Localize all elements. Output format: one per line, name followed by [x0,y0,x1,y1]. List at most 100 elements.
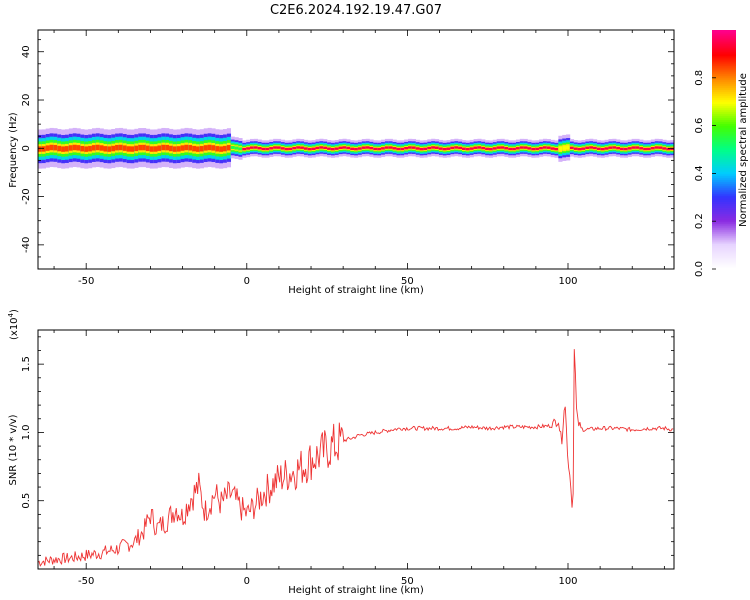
colorbar-swatch [712,57,736,61]
spectrogram-cell [562,146,567,150]
colorbar-swatch [712,223,736,226]
colorbar-tick-label: 0.4 [694,165,705,181]
spectrogram-cell [485,147,490,151]
spectrogram-cell [384,146,390,149]
spectrogram-cell [581,147,586,150]
spectrogram-cell [527,147,532,150]
spectrogram-cell [569,146,575,150]
colorbar-swatch [712,211,736,214]
colorbar-swatch [712,225,736,228]
colorbar-swatch [712,255,736,258]
colorbar-swatch [712,133,736,137]
spectrogram-cell [650,146,656,150]
spectrogram-cell [419,147,424,151]
spectrogram-cell [84,146,89,152]
spectrogram-cell [88,145,93,152]
spectrogram-cell [357,147,363,150]
colorbar-swatch [712,157,736,160]
colorbar-swatch [712,129,736,133]
colorbar-swatch [712,37,736,41]
spectrogram-cell [196,146,201,152]
spectrogram-cell [550,147,555,150]
colorbar-swatch [712,215,736,218]
spectrogram-cell [334,147,339,150]
spectrogram-image [38,127,674,169]
spectrogram-cell [207,144,212,151]
colorbar-swatch [712,31,736,35]
spectrogram-cell [138,144,143,151]
spectrogram-cell [176,146,181,152]
spectrogram-cell [365,146,370,149]
colorbar-swatch [712,253,736,256]
colorbar-swatch [712,115,736,119]
colorbar-swatch [712,67,736,71]
spectrogram-cell [192,145,197,152]
spectrogram-cell [238,147,243,151]
colorbar-swatch [712,77,736,81]
spectrogram-cell [142,144,147,151]
spectrogram-cell [647,147,652,151]
spectrogram-cell [226,145,232,151]
spectrogram-cell [404,146,409,150]
colorbar-swatch [712,147,736,150]
spectrogram-cell [639,147,644,150]
colorbar-swatch [712,233,736,236]
spectrogram-cell [573,147,578,150]
spectrogram-cell [122,145,127,151]
spectrogram-cell [435,146,440,149]
spectrogram-cell [134,145,139,152]
snr-line [38,349,674,567]
colorbar-swatch [712,151,736,154]
spectrogram-x-axis-label: Height of straight line (km) [288,285,424,296]
spectrogram-cell [381,147,386,150]
spectrogram-cell [180,145,185,151]
colorbar-swatch [712,105,736,109]
spectrogram-cell [354,147,359,151]
spectrogram-y-axis-label: Frequency (Hz) [8,112,19,188]
spectrogram-cell [246,147,251,150]
colorbar-tick-label: 0.6 [694,118,705,134]
spectrogram-cell [292,146,297,150]
spectrogram-cell [253,146,258,149]
spectrogram-cell [41,146,46,152]
colorbar-ticks: 0.0 0.2 0.4 0.6 0.8 [694,70,716,277]
spectrogram-cell [469,147,474,150]
spectrogram-x-ticks: -50 0 50 100 [53,30,665,287]
colorbar-swatch [712,139,736,143]
spectrogram-cell [388,146,393,149]
colorbar-swatch [712,125,736,129]
colorbar-swatch [712,195,736,198]
spectrogram-cell [300,146,305,149]
colorbar-swatch [712,207,736,210]
colorbar-swatch [712,69,736,73]
y-tick-label: -20 [21,188,32,204]
colorbar-swatch [712,45,736,49]
spectrogram-cell [361,146,366,149]
colorbar-label: Normalized spectral amplitude [738,73,749,227]
spectrogram-cell [458,146,463,150]
spectrogram-cell [392,147,397,150]
colorbar-swatch [712,49,736,53]
colorbar-swatch [712,43,736,47]
colorbar-swatch [712,91,736,95]
colorbar-swatch [712,71,736,75]
spectrogram-cell [558,147,563,151]
colorbar-swatch [712,145,736,149]
spectrogram-cell [566,145,571,150]
colorbar-swatch [712,161,736,164]
spectrogram-cell [508,147,513,151]
colorbar-swatch [712,259,736,262]
spectrogram-cell [273,146,278,149]
colorbar-swatch [712,187,736,190]
spectrogram-cell [265,147,270,151]
spectrogram-cell [431,146,436,149]
colorbar-gradient [712,30,736,270]
colorbar-swatch [712,163,736,166]
colorbar-swatch [712,149,736,152]
colorbar-swatch [712,251,736,254]
spectrogram-cell [126,146,131,152]
spectrogram-cell [608,146,613,149]
spectrogram-cell [327,147,332,150]
colorbar-swatch [712,111,736,115]
y-tick-label: 1.0 [21,424,32,440]
